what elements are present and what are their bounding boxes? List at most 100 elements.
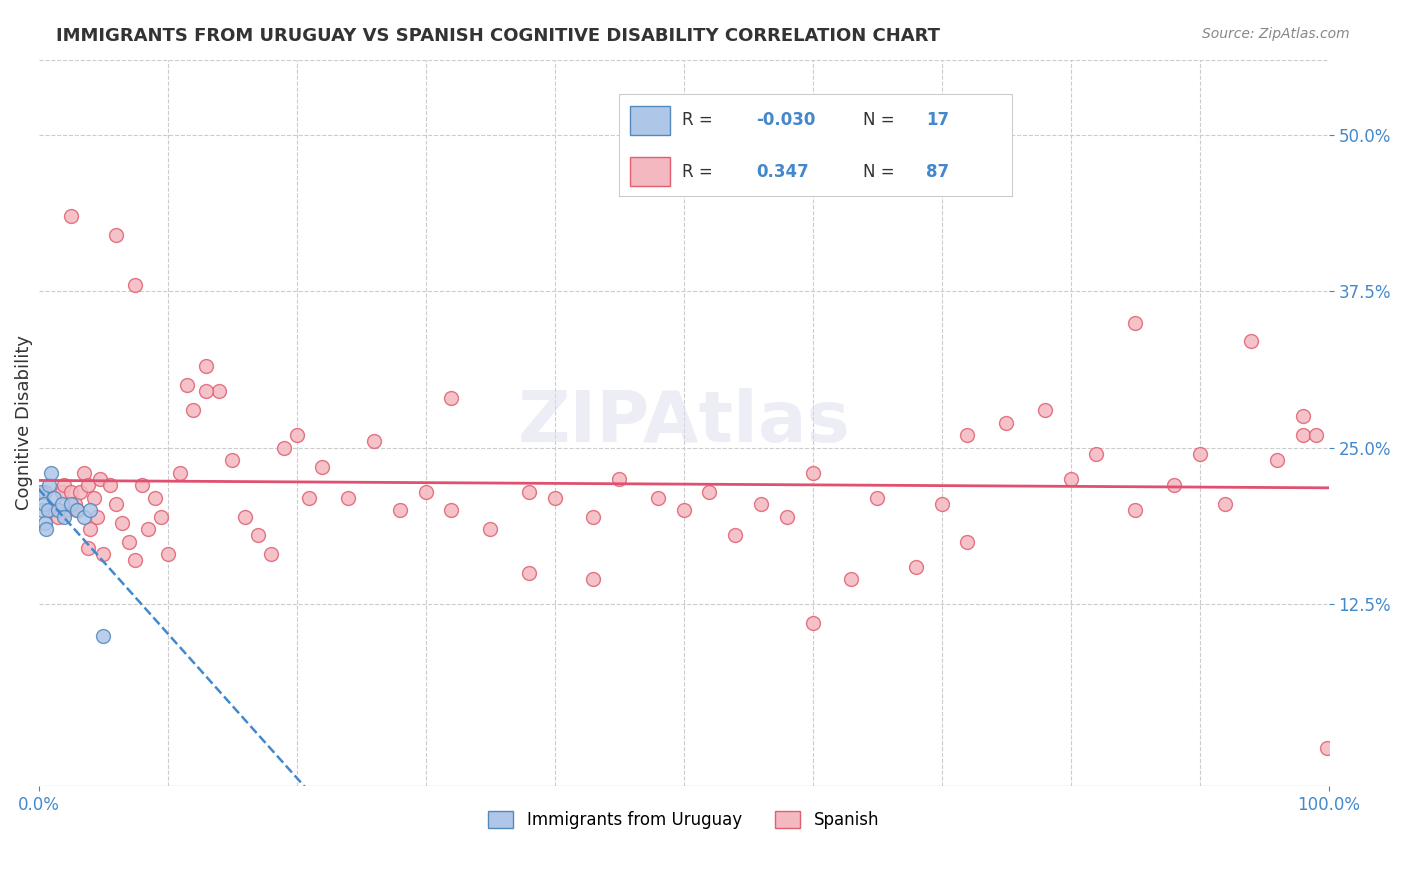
Point bbox=[98, 478, 121, 492]
Point bbox=[1265, 453, 1288, 467]
Point bbox=[41, 503, 63, 517]
Legend: Immigrants from Uruguay, Spanish: Immigrants from Uruguay, Spanish bbox=[482, 804, 886, 836]
Text: N =: N = bbox=[863, 112, 900, 129]
Point bbox=[176, 378, 198, 392]
Point bbox=[801, 466, 824, 480]
Point bbox=[233, 509, 256, 524]
Point bbox=[150, 509, 173, 524]
Point bbox=[56, 503, 79, 517]
Point bbox=[839, 572, 862, 586]
Point bbox=[995, 416, 1018, 430]
Point bbox=[34, 516, 56, 530]
Point bbox=[34, 484, 56, 499]
Point bbox=[1292, 409, 1315, 424]
Point bbox=[749, 497, 772, 511]
Point bbox=[79, 522, 101, 536]
Point bbox=[63, 497, 86, 511]
Point bbox=[1163, 478, 1185, 492]
Point bbox=[104, 497, 127, 511]
FancyBboxPatch shape bbox=[630, 106, 669, 135]
Point bbox=[1085, 447, 1108, 461]
Point bbox=[221, 453, 243, 467]
Point bbox=[517, 484, 540, 499]
Point bbox=[1188, 447, 1211, 461]
Point bbox=[1059, 472, 1081, 486]
Point bbox=[543, 491, 565, 505]
Point bbox=[51, 497, 73, 511]
Point bbox=[30, 484, 52, 499]
Point bbox=[866, 491, 889, 505]
Text: 17: 17 bbox=[925, 112, 949, 129]
Text: 0.347: 0.347 bbox=[756, 162, 810, 180]
Point bbox=[260, 547, 283, 561]
Point bbox=[111, 516, 134, 530]
Point bbox=[69, 484, 91, 499]
Point bbox=[136, 522, 159, 536]
Point bbox=[169, 466, 191, 480]
Point bbox=[37, 503, 59, 517]
Point bbox=[672, 503, 695, 517]
Point bbox=[59, 497, 82, 511]
Point bbox=[124, 277, 146, 292]
Point bbox=[31, 503, 53, 517]
Point bbox=[1123, 503, 1146, 517]
Point bbox=[440, 503, 463, 517]
Point bbox=[41, 466, 63, 480]
Point bbox=[79, 503, 101, 517]
Point bbox=[183, 403, 205, 417]
Point bbox=[607, 472, 630, 486]
Text: N =: N = bbox=[863, 162, 900, 180]
Point bbox=[35, 522, 58, 536]
Point bbox=[931, 497, 953, 511]
Point bbox=[776, 509, 799, 524]
Point bbox=[124, 553, 146, 567]
Point bbox=[1292, 428, 1315, 442]
Point bbox=[1316, 741, 1339, 756]
Point bbox=[143, 491, 166, 505]
Point bbox=[195, 384, 218, 399]
Point bbox=[51, 484, 73, 499]
Point bbox=[311, 459, 333, 474]
Point bbox=[440, 391, 463, 405]
Point bbox=[46, 509, 69, 524]
Point bbox=[517, 566, 540, 580]
Point bbox=[582, 509, 605, 524]
FancyBboxPatch shape bbox=[630, 157, 669, 186]
Text: -0.030: -0.030 bbox=[756, 112, 815, 129]
Point bbox=[647, 491, 669, 505]
Point bbox=[724, 528, 747, 542]
Point bbox=[38, 478, 60, 492]
Point bbox=[83, 491, 105, 505]
Point bbox=[73, 509, 96, 524]
Point bbox=[801, 615, 824, 630]
Point bbox=[699, 484, 721, 499]
Point bbox=[66, 503, 89, 517]
Point bbox=[76, 478, 98, 492]
Point bbox=[59, 484, 82, 499]
Point bbox=[59, 209, 82, 223]
Point bbox=[53, 509, 76, 524]
Point bbox=[1033, 403, 1056, 417]
Point bbox=[42, 491, 65, 505]
Point bbox=[415, 484, 437, 499]
Text: IMMIGRANTS FROM URUGUAY VS SPANISH COGNITIVE DISABILITY CORRELATION CHART: IMMIGRANTS FROM URUGUAY VS SPANISH COGNI… bbox=[56, 27, 941, 45]
Point bbox=[1240, 334, 1263, 349]
Point bbox=[298, 491, 321, 505]
Point bbox=[956, 428, 979, 442]
Text: 87: 87 bbox=[925, 162, 949, 180]
Point bbox=[1215, 497, 1237, 511]
Point bbox=[156, 547, 179, 561]
Point bbox=[73, 466, 96, 480]
Point bbox=[285, 428, 308, 442]
Point bbox=[208, 384, 231, 399]
Point bbox=[118, 534, 141, 549]
Point bbox=[582, 572, 605, 586]
Y-axis label: Cognitive Disability: Cognitive Disability bbox=[15, 335, 32, 510]
Point bbox=[91, 547, 114, 561]
Text: R =: R = bbox=[682, 162, 717, 180]
Point bbox=[479, 522, 502, 536]
Point bbox=[956, 534, 979, 549]
Point bbox=[86, 509, 108, 524]
Text: Source: ZipAtlas.com: Source: ZipAtlas.com bbox=[1202, 27, 1350, 41]
Point bbox=[91, 628, 114, 642]
